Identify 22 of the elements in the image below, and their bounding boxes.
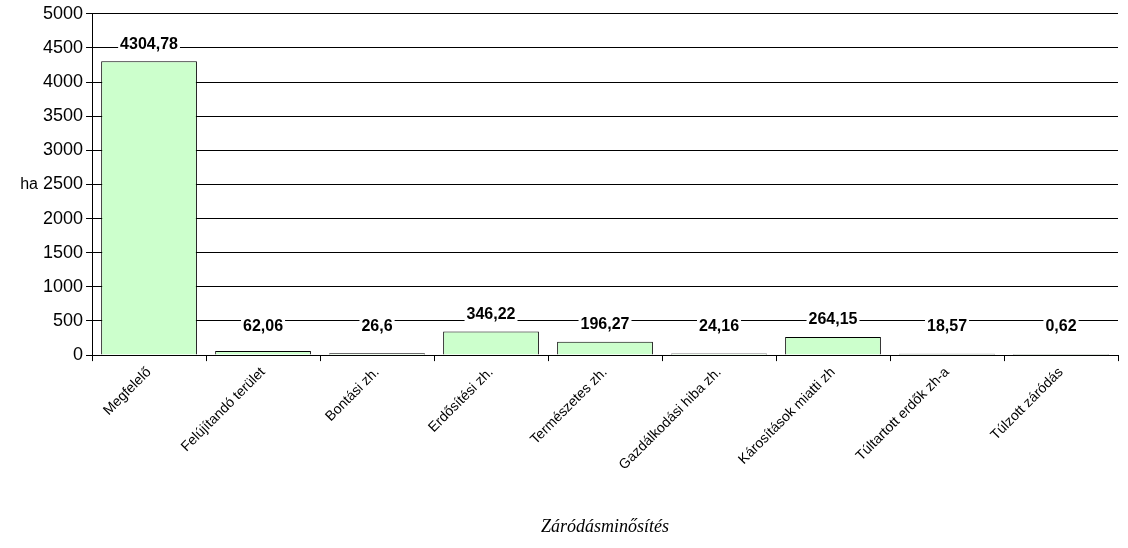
data-label: 62,06	[243, 316, 284, 334]
y-tick-label: 1000	[43, 275, 84, 296]
y-tick-label: 3000	[43, 139, 84, 160]
y-tick-label: 0	[73, 344, 84, 365]
data-label: 196,27	[580, 315, 630, 333]
data-label: 346,22	[466, 304, 516, 322]
y-axis-title: ha	[20, 174, 39, 192]
data-label: 18,57	[926, 316, 968, 334]
y-tick-label: 500	[53, 309, 84, 330]
x-axis-title: Záródásminősítés	[541, 515, 670, 536]
y-tick-label: 3500	[43, 105, 84, 126]
data-label: 4304,78	[120, 34, 179, 52]
y-tick-label: 4000	[43, 71, 84, 92]
y-tick-label: 2500	[43, 173, 84, 194]
y-tick-label: 2000	[43, 207, 84, 228]
y-tick-label: 4500	[43, 36, 84, 57]
y-tick-label: 1500	[43, 241, 84, 262]
data-label: 264,15	[808, 310, 858, 328]
data-label: 0,62	[1045, 316, 1077, 334]
y-tick-label: 5000	[43, 2, 84, 23]
data-label: 24,16	[698, 316, 740, 334]
data-label: 26,6	[361, 316, 393, 334]
